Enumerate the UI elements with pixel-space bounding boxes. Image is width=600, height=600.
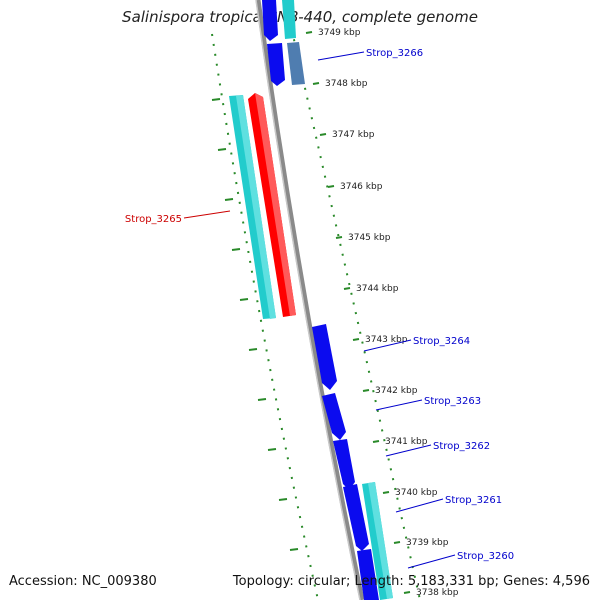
map-title: Salinispora tropica CNB-440, complete ge…	[122, 8, 478, 26]
tick-label: 3749 kbp	[318, 28, 361, 38]
tick-label: 3747 kbp	[332, 130, 375, 140]
gene-label-strop-3264[interactable]: Strop_3264	[413, 336, 470, 347]
tick-label: 3739 kbp	[406, 538, 449, 548]
tick-mark	[305, 31, 313, 34]
cds-block-strop-3261-shade	[368, 482, 393, 599]
leader-line	[395, 498, 444, 513]
tick-label: 3748 kbp	[325, 79, 368, 89]
leader-line	[183, 210, 231, 219]
tick-mark	[327, 185, 335, 188]
gene-top-partial-blue	[262, 0, 278, 41]
tick-mark	[403, 591, 411, 594]
gene-label-strop-3263[interactable]: Strop_3263	[424, 396, 481, 407]
gene-labels: Strop_3266 Strop_3265 Strop_3264 Strop_3263…	[125, 48, 514, 569]
leader-line	[375, 399, 423, 411]
tick-label: 3744 kbp	[356, 284, 399, 294]
tick-mark	[319, 133, 327, 136]
outer-tick-mark	[211, 98, 221, 101]
gene-label-strop-3266[interactable]: Strop_3266	[366, 48, 423, 59]
gene-label-strop-3265[interactable]: Strop_3265	[125, 214, 182, 225]
tick-mark	[343, 287, 351, 290]
outer-tick-mark	[231, 248, 241, 251]
gene-arrow-strop-3264[interactable]	[312, 324, 337, 390]
gene-label-strop-3261[interactable]: Strop_3261	[445, 495, 502, 506]
gene-arrow-strop-3262[interactable]	[333, 439, 355, 490]
outer-tick-mark	[248, 348, 258, 351]
genome-summary: Topology: circular; Length: 5,183,331 bp…	[232, 574, 590, 589]
tick-label: 3745 kbp	[348, 233, 391, 243]
gene-arrow-strop-3265-shade	[255, 93, 296, 316]
genome-backbone	[255, 0, 365, 600]
tick-mark	[372, 440, 380, 443]
gene-strop-3266-blue[interactable]	[267, 43, 285, 86]
gene-strop-3266-steel[interactable]	[287, 42, 305, 85]
tick-label: 3740 kbp	[395, 488, 438, 498]
gene-arrow-strop-3261[interactable]	[343, 484, 369, 551]
leader-line	[363, 339, 412, 352]
outer-tick-mark	[289, 548, 299, 551]
tick-mark	[382, 491, 390, 494]
tick-label: 3746 kbp	[340, 182, 383, 192]
leader-line	[385, 444, 432, 457]
outer-tick-mark	[267, 448, 277, 451]
feature-strop-3265[interactable]	[229, 93, 296, 319]
gene-label-strop-3260[interactable]: Strop_3260	[457, 551, 514, 562]
tick-mark	[352, 338, 360, 341]
tick-label: 3741 kbp	[385, 437, 428, 447]
tick-label: 3738 kbp	[416, 588, 459, 598]
outer-tick-mark	[217, 148, 227, 151]
outer-tick-mark	[257, 398, 267, 401]
cds-top-partial-cyan	[282, 0, 296, 39]
tick-mark	[393, 541, 401, 544]
outer-tick-mark	[239, 298, 249, 301]
leader-line	[317, 51, 365, 61]
leader-line	[407, 554, 456, 569]
outer-tick-mark	[224, 198, 234, 201]
scale-ticks: 3749 kbp 3748 kbp 3747 kbp 3746 kbp 3745 kbp…	[211, 28, 459, 598]
tick-mark	[362, 389, 370, 392]
accession-label: Accession: NC_009380	[9, 574, 157, 589]
gene-arrow-strop-3263[interactable]	[322, 393, 346, 440]
genome-backbone-highlight	[255, 0, 361, 600]
tick-label: 3742 kbp	[375, 386, 418, 396]
feature-top-genes	[262, 0, 305, 86]
tick-mark	[312, 82, 320, 85]
tick-mark	[335, 236, 343, 239]
cds-block-strop-3265-shade	[236, 95, 276, 319]
outer-tick-mark	[278, 498, 288, 501]
feature-forward-genes	[312, 324, 393, 600]
gene-label-strop-3262[interactable]: Strop_3262	[433, 441, 490, 452]
tick-label: 3743 kbp	[365, 335, 408, 345]
gene-arrow-strop-3260[interactable]	[357, 549, 379, 600]
